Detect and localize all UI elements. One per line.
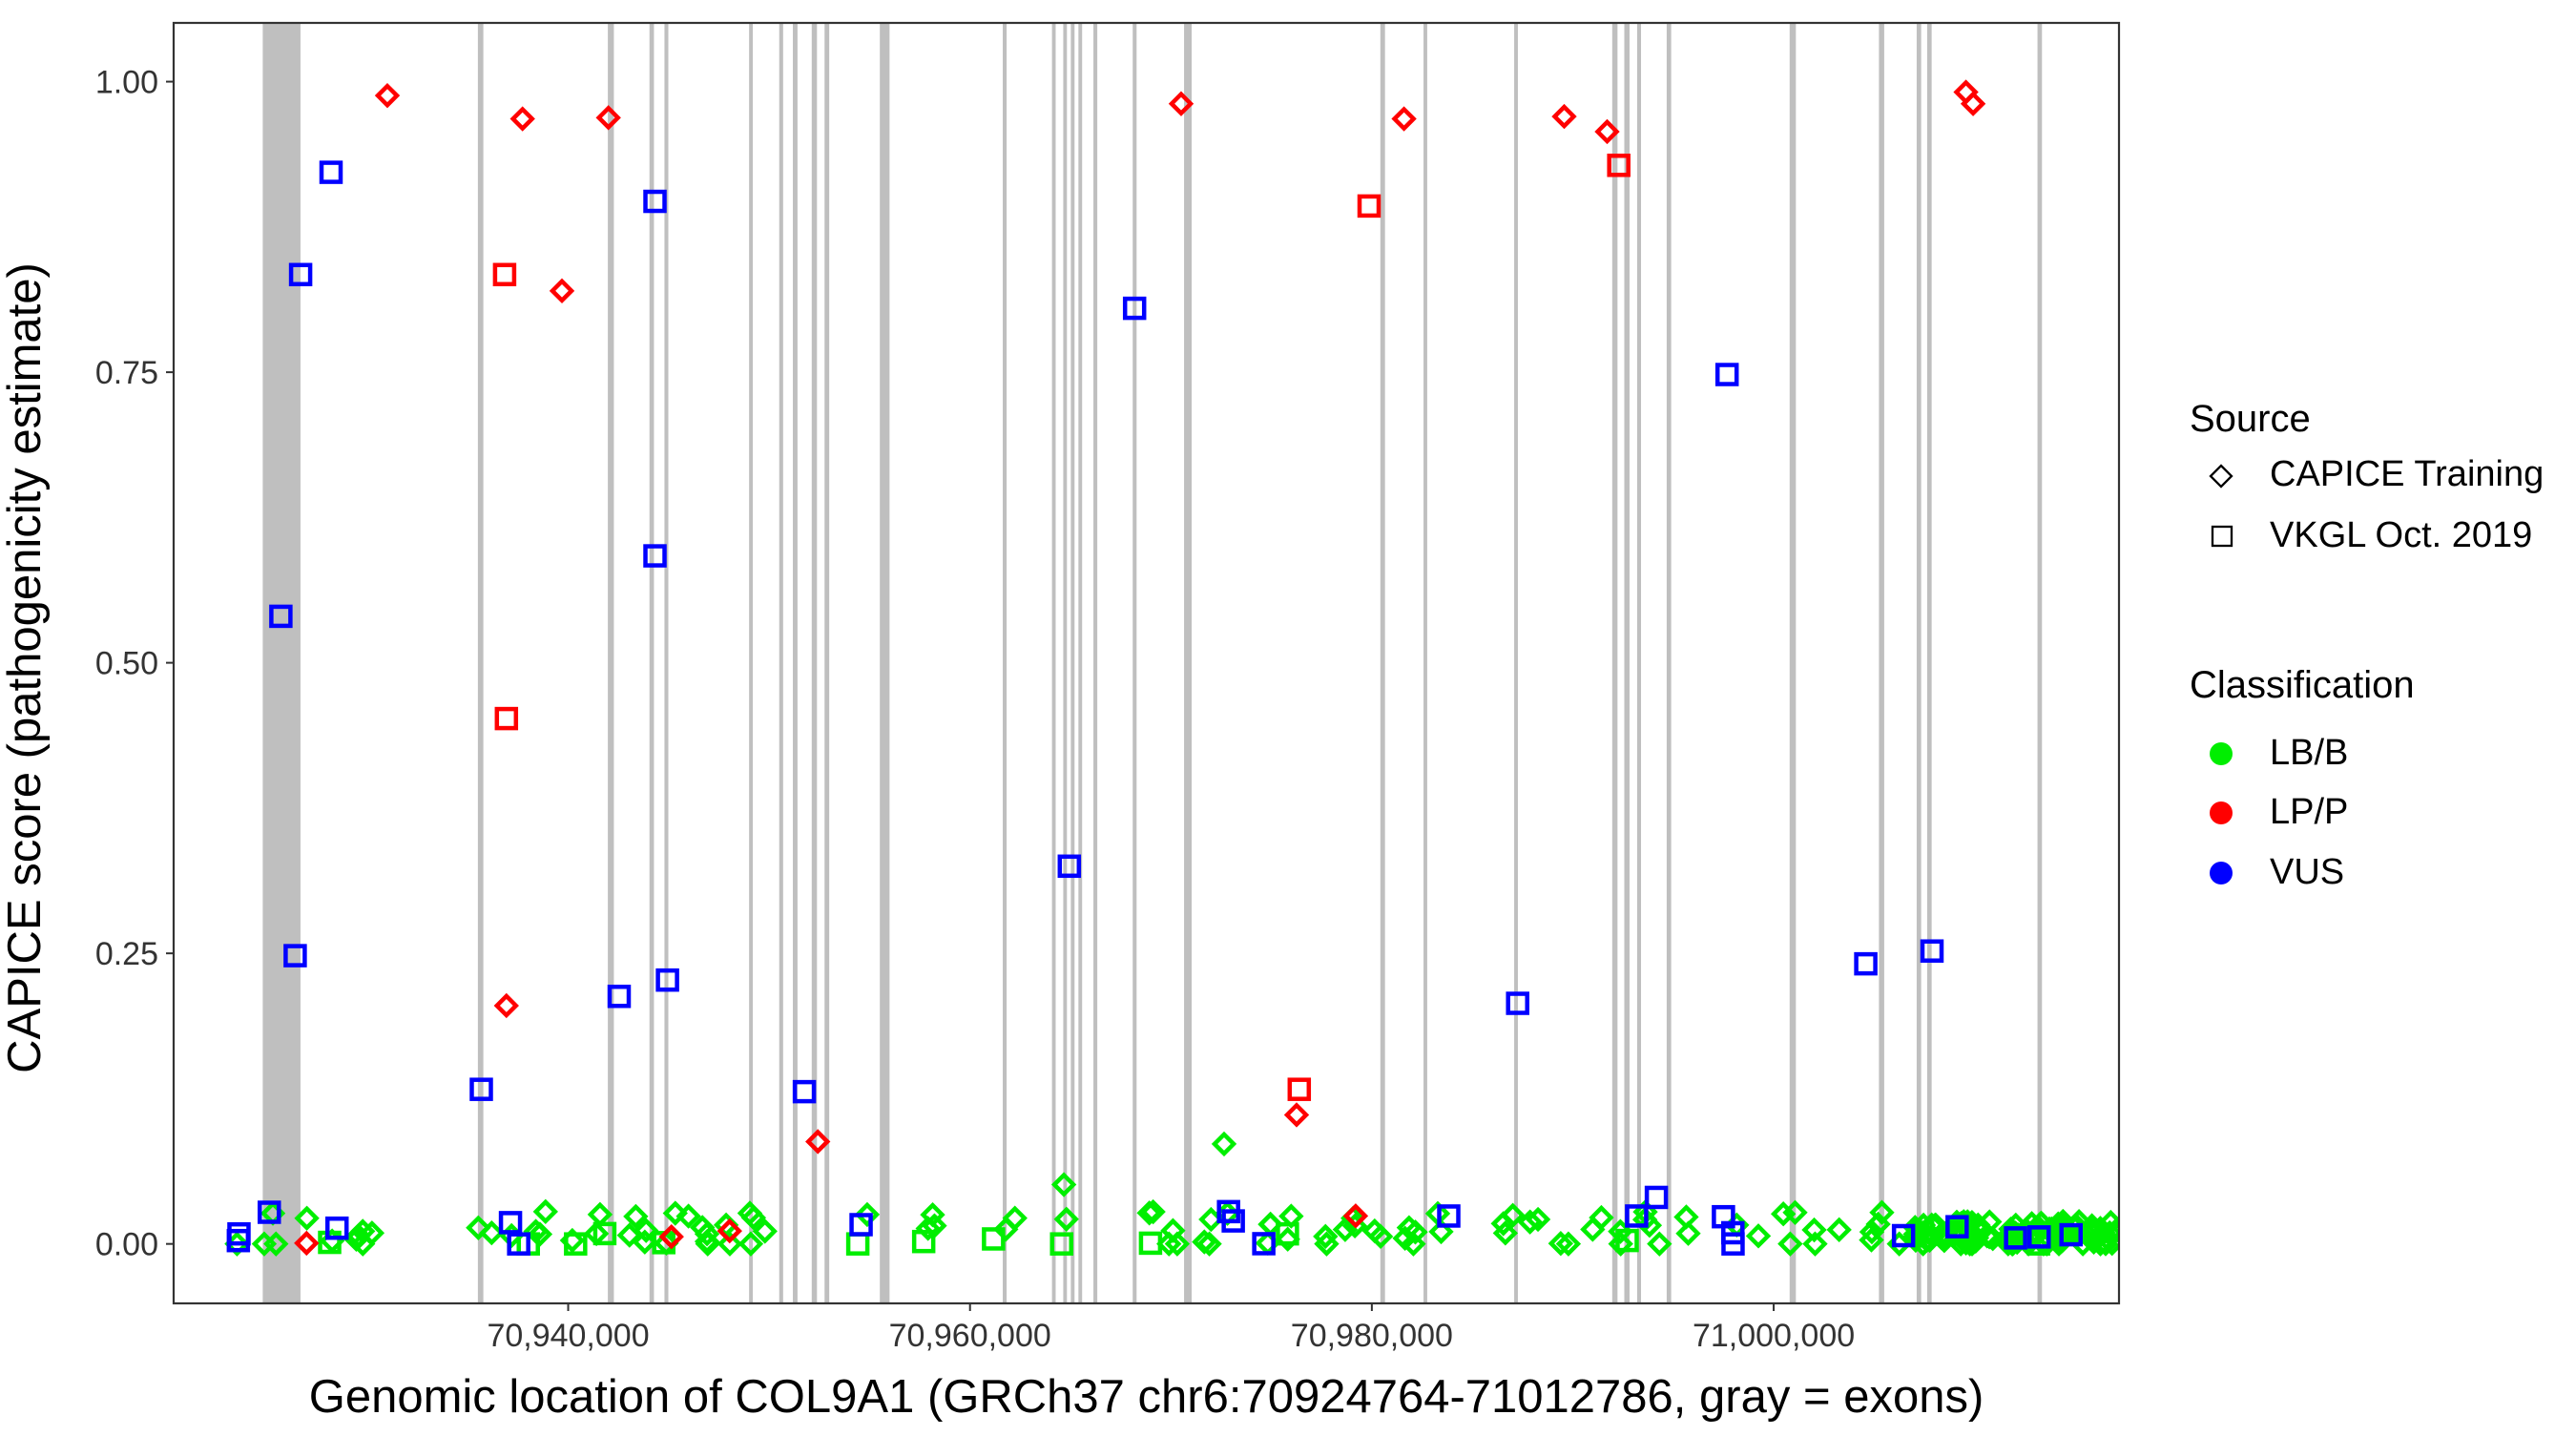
svg-text:71,000,000: 71,000,000 (1693, 1318, 1855, 1354)
svg-text:CAPICE Training: CAPICE Training (2270, 454, 2544, 494)
svg-text:Source: Source (2190, 398, 2311, 440)
svg-text:1.00: 1.00 (95, 65, 158, 101)
svg-text:70,940,000: 70,940,000 (487, 1318, 649, 1354)
svg-text:VKGL Oct. 2019: VKGL Oct. 2019 (2270, 515, 2532, 555)
svg-text:0.50: 0.50 (95, 646, 158, 682)
svg-text:CAPICE score (pathogenicity es: CAPICE score (pathogenicity estimate) (0, 262, 51, 1073)
svg-text:70,960,000: 70,960,000 (889, 1318, 1051, 1354)
svg-text:0.25: 0.25 (95, 936, 158, 972)
svg-text:0.00: 0.00 (95, 1227, 158, 1263)
svg-text:Classification: Classification (2190, 664, 2415, 706)
svg-text:Genomic location of COL9A1 (GR: Genomic location of COL9A1 (GRCh37 chr6:… (309, 1371, 1984, 1423)
svg-text:VUS: VUS (2270, 852, 2344, 892)
svg-text:70,980,000: 70,980,000 (1291, 1318, 1453, 1354)
svg-text:0.75: 0.75 (95, 355, 158, 391)
svg-text:LB/B: LB/B (2270, 733, 2348, 773)
svg-text:LP/P: LP/P (2270, 792, 2348, 832)
